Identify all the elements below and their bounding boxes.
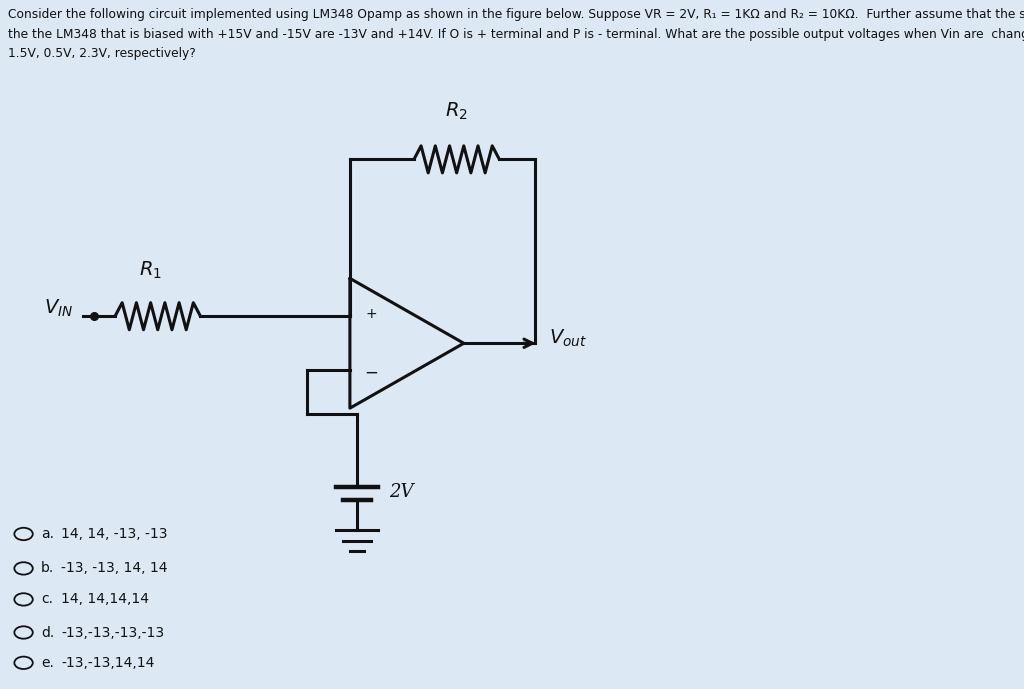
Text: +: + (366, 307, 377, 320)
Text: Consider the following circuit implemented using LM348 Opamp as shown in the fig: Consider the following circuit implement… (8, 8, 1024, 21)
Text: -13,-13,-13,-13: -13,-13,-13,-13 (61, 626, 165, 639)
Text: the the LM348 that is biased with +15V and -15V are -13V and +14V. If O is + ter: the the LM348 that is biased with +15V a… (8, 28, 1024, 41)
Text: $R_2$: $R_2$ (445, 100, 468, 121)
Text: $R_1$: $R_1$ (139, 260, 162, 281)
Text: 2V: 2V (389, 483, 414, 501)
Text: c.: c. (41, 593, 53, 606)
Text: −: − (365, 364, 378, 382)
Text: e.: e. (41, 656, 54, 670)
Text: d.: d. (41, 626, 54, 639)
Text: -13,-13,14,14: -13,-13,14,14 (61, 656, 155, 670)
Text: $V_{out}$: $V_{out}$ (549, 327, 588, 349)
Text: 1.5V, 0.5V, 2.3V, respectively?: 1.5V, 0.5V, 2.3V, respectively? (8, 47, 196, 60)
Text: b.: b. (41, 562, 54, 575)
Text: 14, 14, -13, -13: 14, 14, -13, -13 (61, 527, 168, 541)
Text: -13, -13, 14, 14: -13, -13, 14, 14 (61, 562, 168, 575)
Text: 14, 14,14,14: 14, 14,14,14 (61, 593, 150, 606)
Text: a.: a. (41, 527, 54, 541)
Text: $V_{IN}$: $V_{IN}$ (44, 298, 73, 319)
